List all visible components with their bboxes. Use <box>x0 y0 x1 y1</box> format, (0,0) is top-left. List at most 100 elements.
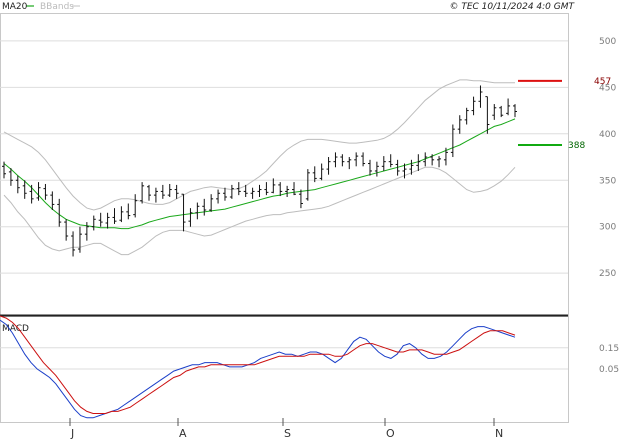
ohlc-bar <box>443 147 448 166</box>
price-tick-label: 500 <box>599 37 616 47</box>
bbands-legend-label: BBands <box>40 2 74 12</box>
month-tick-label: A <box>179 427 187 440</box>
ohlc-bar <box>167 183 172 197</box>
price-tick-label: 300 <box>599 223 616 233</box>
ohlc-bar <box>236 182 241 196</box>
ohlc-bar <box>298 189 303 209</box>
ohlc-bar <box>485 96 490 134</box>
ohlc-bar <box>319 163 324 181</box>
macd-series <box>0 315 516 419</box>
ohlc-bar <box>416 154 421 171</box>
ohlc-bar <box>29 184 34 204</box>
ohlc-bar <box>402 163 407 179</box>
ohlc-bar <box>57 198 62 227</box>
bbands-upper-line <box>3 79 515 211</box>
ohlc-bar <box>2 161 6 179</box>
ohlc-bar <box>292 182 297 196</box>
ohlc-bar <box>36 182 41 201</box>
ohlc-bar <box>153 187 158 203</box>
ohlc-bar <box>506 98 511 116</box>
ohlc-bar <box>147 184 152 201</box>
ohlc-bar <box>64 219 69 241</box>
ohlc-bar <box>395 159 400 176</box>
ohlc-bar <box>50 191 55 210</box>
price-level-label: 457 <box>594 77 611 87</box>
ohlc-bar <box>354 152 359 167</box>
ohlc-bar <box>243 184 248 197</box>
price-tick-label: 350 <box>599 176 616 186</box>
macd-gridlines <box>0 347 568 370</box>
ohlc-bar <box>271 178 276 194</box>
ohlc-bar <box>423 152 428 167</box>
price-panel-frame <box>0 13 569 316</box>
ohlc-bar <box>229 184 234 199</box>
ohlc-bar <box>133 194 138 218</box>
ohlc-bar <box>8 168 13 186</box>
ohlc-bar <box>409 159 414 175</box>
ohlc-bar <box>71 231 76 257</box>
ohlc-bar <box>492 104 497 120</box>
price-level-label: 388 <box>568 141 585 151</box>
ohlc-bars <box>2 85 517 257</box>
ohlc-bar <box>140 182 145 204</box>
ohlc-bar <box>499 105 504 118</box>
ohlc-bar <box>430 154 435 166</box>
ohlc-bar <box>202 198 207 216</box>
ohlc-bar <box>216 189 221 204</box>
ohlc-bar <box>513 104 517 118</box>
ohlc-bar <box>174 184 179 199</box>
price-tick-label: 250 <box>599 269 616 279</box>
ohlc-bar <box>367 159 372 176</box>
month-tick-label: N <box>495 427 503 440</box>
ohlc-bar <box>278 182 283 197</box>
ohlc-bar <box>374 161 379 177</box>
ohlc-bar <box>209 194 214 212</box>
month-tick-label: S <box>284 427 291 440</box>
ma20-series <box>3 118 516 230</box>
price-gridlines <box>0 40 568 274</box>
ohlc-bar <box>160 184 165 199</box>
ohlc-bar <box>305 169 310 201</box>
ohlc-bar <box>105 212 110 229</box>
ohlc-bar <box>98 212 103 227</box>
ohlc-bar <box>381 156 386 171</box>
ohlc-bar <box>333 152 338 168</box>
ohlc-bar <box>84 222 89 241</box>
ohlc-bar <box>264 182 269 196</box>
ma20-line <box>3 118 516 230</box>
macd-line <box>0 319 516 419</box>
ohlc-bar <box>361 152 366 167</box>
ohlc-bar <box>347 157 352 170</box>
ohlc-bar <box>91 215 96 231</box>
ohlc-bar <box>437 156 442 168</box>
source-label: © TEC 10/11/2024 4:0 GMT <box>449 2 575 12</box>
ohlc-bar <box>250 187 255 199</box>
month-tick-label: J <box>70 427 74 440</box>
bbands-series <box>3 79 516 256</box>
ohlc-bar <box>112 208 117 224</box>
ohlc-bar <box>126 203 131 220</box>
ohlc-bar <box>77 226 82 253</box>
ohlc-bar <box>43 183 48 200</box>
macd-y-axis: 0.15 0.05 <box>599 344 619 375</box>
price-tick-label: 450 <box>599 83 616 93</box>
macd-tick-label: 0.05 <box>599 365 619 375</box>
ohlc-bar <box>188 208 193 227</box>
macd-tick-label: 0.15 <box>599 344 619 354</box>
ohlc-bar <box>181 193 186 232</box>
ohlc-bar <box>471 96 476 116</box>
ohlc-bar <box>195 202 200 220</box>
ohlc-bar <box>340 154 345 167</box>
bbands-lower-line <box>3 166 516 256</box>
ohlc-bar <box>388 154 393 168</box>
ohlc-bar <box>22 180 27 199</box>
price-tick-label: 400 <box>599 130 616 140</box>
month-tick-label: O <box>386 427 395 440</box>
macd-panel-title: MACD <box>2 324 29 334</box>
ohlc-bar <box>326 157 331 175</box>
signal-line <box>0 315 516 414</box>
ohlc-bar <box>285 185 290 197</box>
ohlc-bar <box>478 85 483 108</box>
ohlc-bar <box>464 107 469 125</box>
